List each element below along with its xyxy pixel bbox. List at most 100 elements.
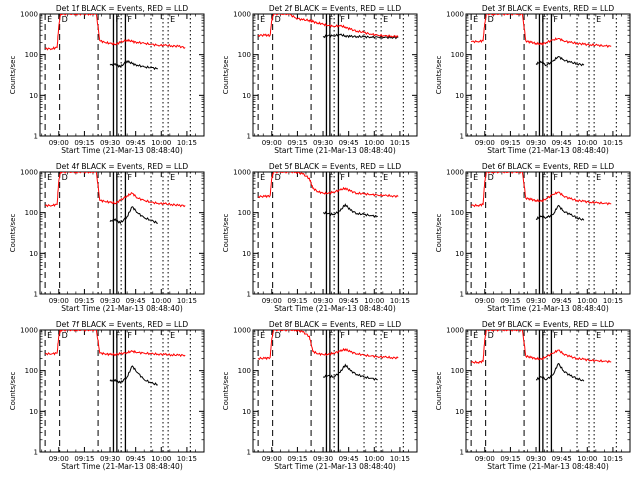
x-axis-label: Start Time (21-Mar-13 08:48:40) (487, 304, 609, 313)
plot-frame (252, 171, 418, 295)
interval-marker-label: F (340, 173, 345, 182)
interval-marker-label: E (596, 173, 601, 182)
x-tick-label: 09:30 (313, 297, 333, 305)
lld-series-line (44, 14, 186, 51)
interval-marker-label: D (488, 173, 494, 182)
interval-marker-label: F (328, 15, 333, 24)
y-axis-label: Counts/sec (435, 372, 443, 411)
y-axis-label: Counts/sec (435, 214, 443, 253)
y-tick-label: 1 (34, 133, 38, 141)
panel-title: Det 8f BLACK = Events, RED = LLD (269, 320, 402, 329)
interval-marker-label: E (260, 173, 265, 182)
y-tick-label: 10 (29, 92, 38, 100)
interval-marker-label: F (328, 173, 333, 182)
y-tick-label: 1000 (20, 11, 38, 19)
x-tick-label: 10:15 (177, 455, 197, 463)
x-axis-label: Start Time (21-Mar-13 08:48:40) (274, 146, 396, 155)
events-series-line (109, 60, 158, 71)
plot-frame (252, 329, 418, 453)
data-layer (470, 330, 612, 382)
x-axis-label: Start Time (21-Mar-13 08:48:40) (487, 462, 609, 471)
x-tick-label: 10:00 (151, 297, 171, 305)
y-tick-label: 100 (25, 209, 38, 217)
interval-marker-label: D (275, 173, 281, 182)
y-axis-label: Counts/sec (222, 214, 230, 253)
y-tick-label: 10 (29, 408, 38, 416)
x-tick-label: 09:00 (475, 139, 495, 147)
detector-panel-4: Det 4f BLACK = Events, RED = LLD 1 10 100 10… (9, 162, 205, 313)
interval-marker-label: F (115, 173, 120, 182)
plot-frame (465, 171, 631, 295)
panel-title: Det 3f BLACK = Events, RED = LLD (482, 4, 615, 13)
x-axis-label: Start Time (21-Mar-13 08:48:40) (61, 146, 183, 155)
x-tick-label: 09:30 (313, 139, 333, 147)
events-series-line (535, 362, 585, 382)
interval-marker-label: E (47, 331, 52, 340)
data-layer (44, 330, 186, 386)
x-tick-label: 09:15 (287, 139, 307, 147)
x-tick-label: 09:30 (100, 297, 120, 305)
panel-title: Det 6f BLACK = Events, RED = LLD (482, 162, 615, 171)
panel-title: Det 4f BLACK = Events, RED = LLD (56, 162, 189, 171)
interval-marker-label: F (115, 15, 120, 24)
events-series-line (322, 33, 399, 40)
y-tick-label: 1 (247, 449, 251, 457)
events-series-line (535, 204, 585, 221)
x-tick-label: 10:00 (151, 455, 171, 463)
y-tick-label: 1000 (446, 327, 464, 335)
interval-marker-label: D (275, 331, 281, 340)
interval-marker-label: F (328, 331, 333, 340)
detector-panel-5: Det 5f BLACK = Events, RED = LLD 1 10 100 10… (222, 162, 418, 313)
y-tick-label: 100 (25, 51, 38, 59)
plot-frame (465, 13, 631, 137)
interval-marker-label: E (170, 15, 175, 24)
x-tick-label: 09:45 (339, 297, 359, 305)
x-tick-label: 10:15 (177, 297, 197, 305)
data-layer (44, 14, 186, 71)
panel-title: Det 5f BLACK = Events, RED = LLD (269, 162, 402, 171)
x-tick-label: 09:45 (126, 455, 146, 463)
y-tick-label: 100 (451, 51, 464, 59)
plot-frame (39, 13, 205, 137)
interval-marker-label: F (541, 331, 546, 340)
interval-marker-label: E (47, 15, 52, 24)
interval-marker-label: D (488, 15, 494, 24)
events-series-line (322, 203, 378, 219)
lld-series-line (44, 330, 186, 358)
x-tick-label: 09:00 (262, 297, 282, 305)
x-tick-label: 10:00 (577, 139, 597, 147)
detector-panel-9: Det 9f BLACK = Events, RED = LLD 1 10 100 10… (435, 320, 631, 471)
x-tick-label: 10:15 (390, 455, 410, 463)
interval-marker-label: D (275, 15, 281, 24)
x-tick-label: 09:30 (526, 297, 546, 305)
x-tick-label: 09:15 (500, 139, 520, 147)
x-tick-label: 09:00 (49, 297, 69, 305)
data-layer (257, 330, 399, 381)
x-tick-label: 09:00 (49, 455, 69, 463)
interval-marker-label: F (553, 173, 558, 182)
interval-marker-label: E (596, 331, 601, 340)
y-axis-label: Counts/sec (9, 56, 17, 95)
y-tick-label: 10 (242, 92, 251, 100)
x-tick-label: 09:15 (500, 455, 520, 463)
interval-marker-label: F (553, 15, 558, 24)
y-tick-label: 10 (455, 92, 464, 100)
plot-frame (252, 13, 418, 137)
events-series-line (535, 55, 585, 67)
x-tick-label: 09:45 (552, 455, 572, 463)
y-tick-label: 100 (238, 51, 251, 59)
data-layer (470, 14, 612, 67)
panel-title: Det 7f BLACK = Events, RED = LLD (56, 320, 189, 329)
y-axis-label: Counts/sec (435, 56, 443, 95)
x-axis-label: Start Time (21-Mar-13 08:48:40) (487, 146, 609, 155)
y-tick-label: 1 (247, 133, 251, 141)
y-axis-label: Counts/sec (222, 56, 230, 95)
y-tick-label: 1000 (20, 327, 38, 335)
data-layer (257, 172, 399, 219)
x-tick-label: 09:45 (552, 139, 572, 147)
detector-panel-7: Det 7f BLACK = Events, RED = LLD 1 10 100 10… (9, 320, 205, 471)
interval-marker-label: F (340, 331, 345, 340)
detector-panel-3: Det 3f BLACK = Events, RED = LLD 1 10 100 10… (435, 4, 631, 155)
interval-marker-label: E (473, 331, 478, 340)
interval-marker-label: F (127, 15, 132, 24)
